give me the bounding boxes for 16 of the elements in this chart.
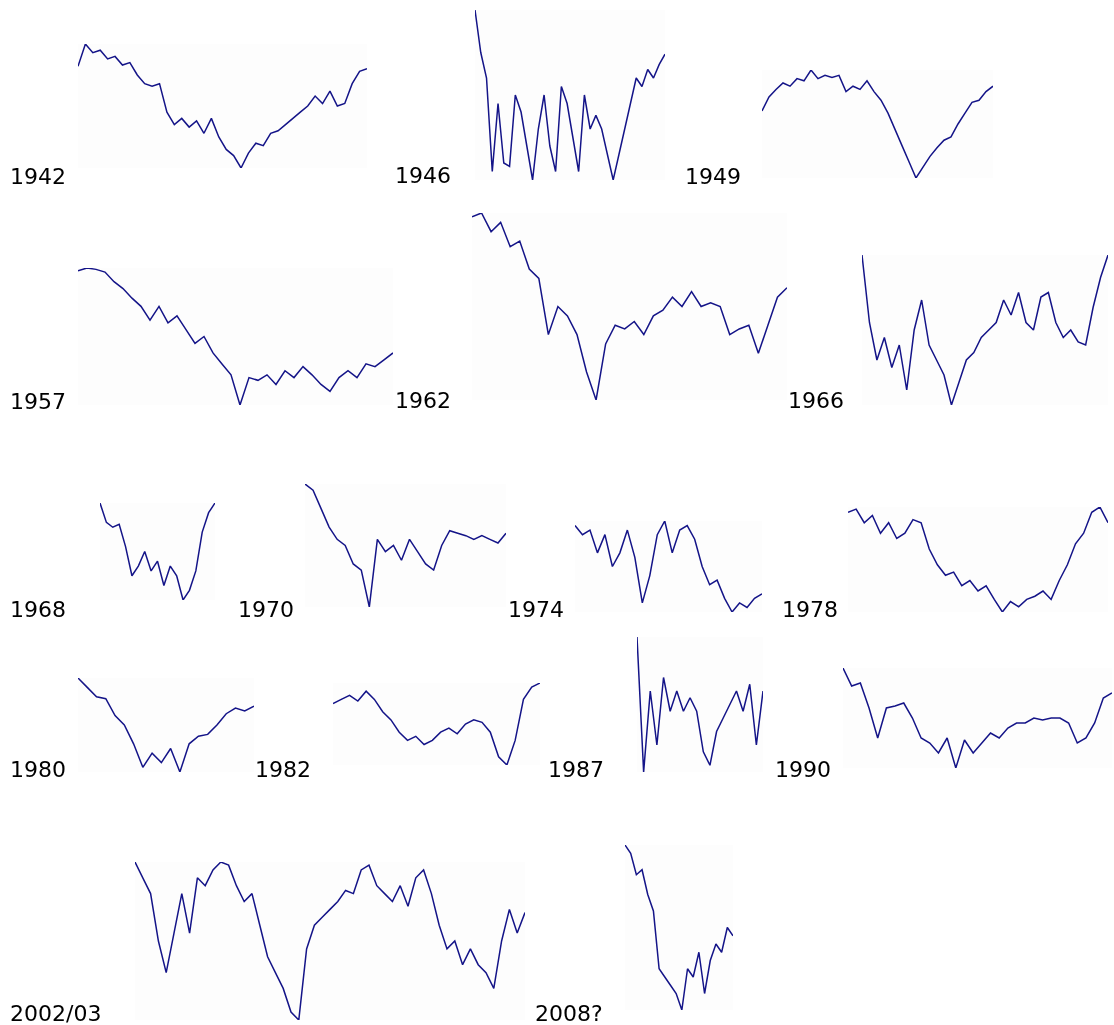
text: 1942 bbox=[10, 163, 66, 189]
text: 1978 bbox=[782, 596, 838, 622]
text: 2002/03 bbox=[10, 1001, 102, 1025]
text: 2008? bbox=[535, 1001, 603, 1025]
text: 1980 bbox=[10, 757, 66, 782]
text: 1987 bbox=[548, 756, 604, 782]
text: 1966 bbox=[788, 388, 844, 414]
text: 1957 bbox=[10, 388, 66, 414]
text: 1949 bbox=[685, 163, 741, 189]
text: 1974 bbox=[508, 597, 564, 623]
text: 1982 bbox=[255, 757, 311, 783]
text: 1970 bbox=[238, 596, 294, 622]
text: 1946 bbox=[395, 163, 451, 189]
text: 1990 bbox=[775, 756, 831, 782]
text: 1968 bbox=[10, 596, 66, 622]
text: 1962 bbox=[395, 388, 451, 414]
